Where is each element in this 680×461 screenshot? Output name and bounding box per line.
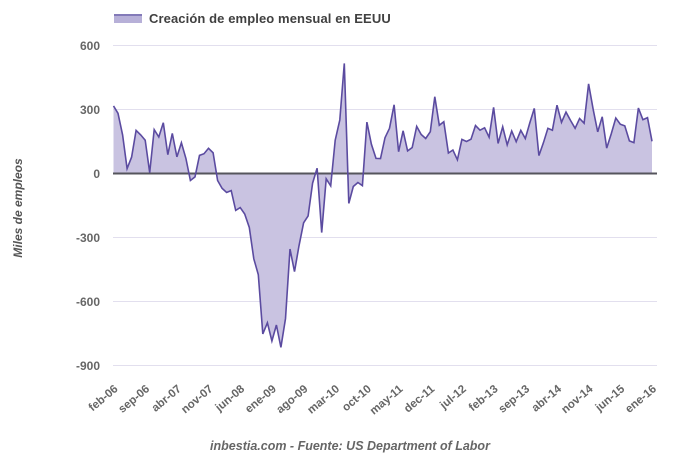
x-tick-label: feb-13 [467,383,501,414]
x-tick-label: nov-07 [179,383,215,416]
x-tick-label: ene-09 [243,383,279,416]
x-tick-label: jun-08 [213,383,248,415]
y-tick-label: -300 [76,231,100,245]
legend-series-label: Creación de empleo mensual en EEUU [149,11,391,26]
y-tick-label: -900 [76,359,100,373]
series-line [112,63,653,348]
source-attribution: inbestia.com - Fuente: US Department of … [210,439,490,453]
area-series-swatch-icon [114,14,142,23]
x-tick-label: may-11 [368,383,406,418]
x-tick-label: jul-12 [437,383,468,412]
x-tick-label: sep-06 [117,383,153,416]
y-tick-label: 0 [93,167,100,181]
area-fill [113,63,652,348]
legend: Creación de empleo mensual en EEUU [114,11,391,26]
x-tick-label: feb-06 [87,383,121,414]
x-tick-label: sep-13 [497,383,533,416]
x-tick-label: dec-11 [402,383,438,416]
x-tick-label: nov-14 [559,383,596,416]
x-tick-label: ene-16 [623,383,659,416]
x-tick-label: abr-07 [150,383,184,414]
x-tick-label: abr-14 [530,383,565,415]
y-tick-label: 300 [80,103,100,117]
x-tick-label: jun-15 [593,383,628,415]
x-tick-label: ago-09 [274,383,310,416]
y-tick-label: -600 [76,295,100,309]
y-tick-label: 600 [80,39,100,53]
x-tick-label: mar-10 [306,383,343,416]
